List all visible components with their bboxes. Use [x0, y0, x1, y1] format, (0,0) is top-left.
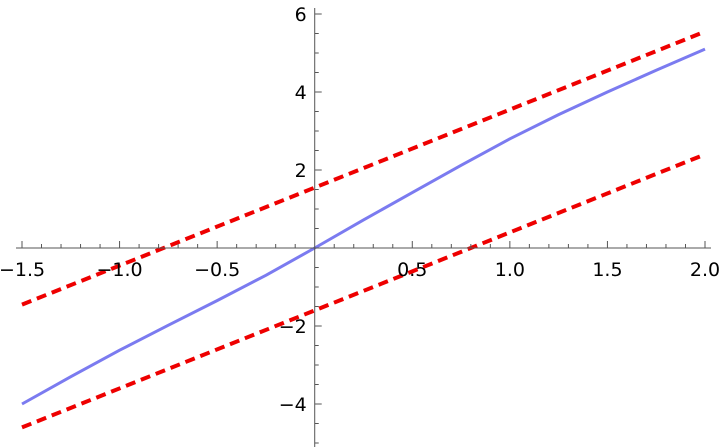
x-tick-label: −1.5 — [0, 259, 45, 281]
y-tick-label: −4 — [279, 394, 307, 416]
tick-labels-layer: −1.5 −1.0 −0.5 0.5 1.0 1.5 2.0 −4 −2 2 4 6 — [0, 4, 720, 416]
axes-layer — [16, 8, 711, 447]
x-tick-label: −1.0 — [97, 259, 143, 281]
y-tick-label: −2 — [279, 316, 307, 338]
dashed-series-line-2 — [21, 152, 706, 430]
y-tick-label: 4 — [295, 82, 307, 104]
x-tick-label: 1.5 — [592, 259, 622, 281]
x-tick-label: 0.5 — [397, 259, 427, 281]
series-layer — [21, 29, 706, 430]
dashed-series-line-1 — [21, 29, 706, 307]
x-tick-label: 1.0 — [495, 259, 525, 281]
solid-series-line-0 — [21, 47, 706, 406]
x-tick-label: 2.0 — [690, 259, 720, 281]
y-tick-label: 6 — [295, 4, 307, 26]
y-tick-label: 2 — [295, 160, 307, 182]
x-tick-label: −0.5 — [194, 259, 240, 281]
